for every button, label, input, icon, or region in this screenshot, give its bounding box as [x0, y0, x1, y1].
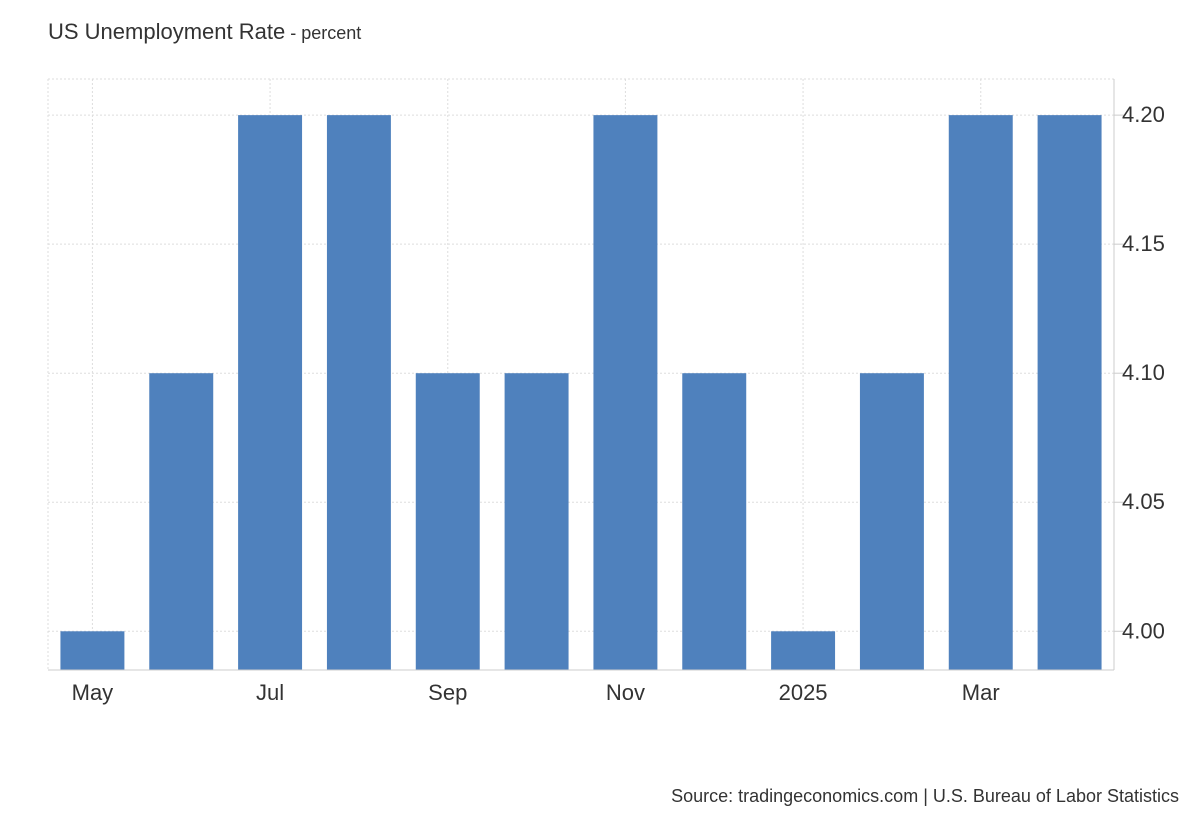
- bar-apr: [1037, 115, 1102, 671]
- x-tick-label: Sep: [428, 680, 467, 705]
- bar-may: [60, 631, 125, 670]
- chart-title-block: US Unemployment Rate - percent: [48, 19, 361, 45]
- source-attribution: Source: tradingeconomics.com | U.S. Bure…: [671, 786, 1179, 806]
- bar-dec: [682, 373, 747, 670]
- x-tick-label: Jul: [256, 680, 284, 705]
- title-separator: -: [285, 23, 302, 43]
- x-tick-label: Nov: [606, 680, 645, 705]
- y-tick-label: 4.00: [1122, 618, 1165, 643]
- bar-jul: [238, 115, 303, 671]
- x-tick-label: 2025: [779, 680, 828, 705]
- bars-layer: [60, 115, 1102, 671]
- bar-nov: [593, 115, 658, 671]
- axis-layer: 4.00 4.05 4.10 4.15 4.20 May Jul Sep Nov 2025 Mar: [48, 79, 1165, 705]
- chart-title: US Unemployment Rate: [48, 19, 286, 44]
- bar-aug: [326, 115, 391, 671]
- y-tick-label: 4.20: [1122, 102, 1165, 127]
- chart-subtitle: percent: [301, 23, 362, 43]
- x-tick-label: May: [72, 680, 114, 705]
- y-tick-label: 4.10: [1122, 360, 1165, 385]
- x-tick-label: Mar: [962, 680, 1000, 705]
- bar-2025: [771, 631, 836, 670]
- bar-jun: [149, 373, 214, 670]
- bar-mar: [948, 115, 1013, 671]
- bar-sep: [415, 373, 480, 670]
- bar-oct: [504, 373, 569, 670]
- y-tick-label: 4.15: [1122, 231, 1165, 256]
- bar-feb: [859, 373, 924, 670]
- y-tick-label: 4.05: [1122, 489, 1165, 514]
